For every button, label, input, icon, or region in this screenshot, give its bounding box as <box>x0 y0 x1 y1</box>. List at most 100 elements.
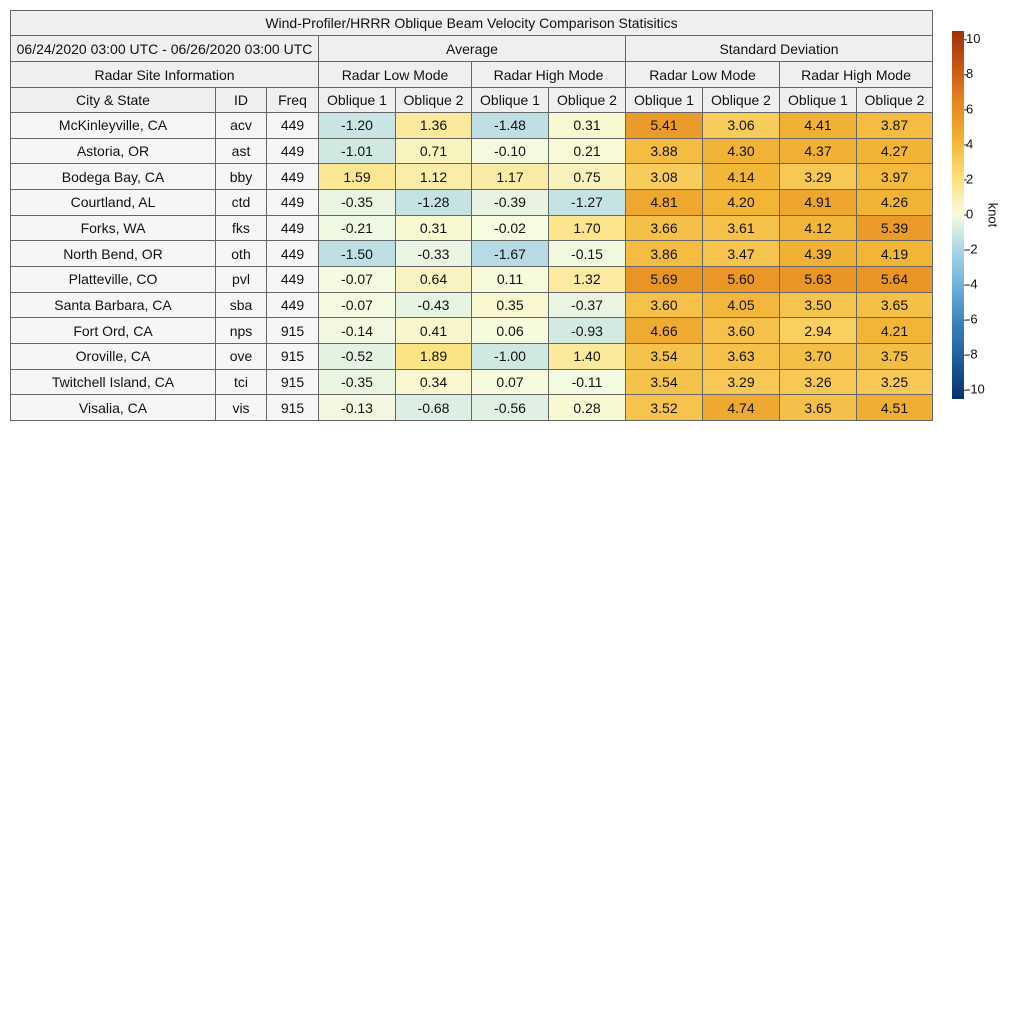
site-freq: 915 <box>266 343 319 370</box>
period: 06/24/2020 03:00 UTC - 06/26/2020 03:00 … <box>10 35 319 62</box>
value-cell: 4.37 <box>779 137 857 165</box>
value-cell: 3.97 <box>856 163 933 190</box>
value-cell: -0.21 <box>318 214 396 242</box>
site-freq: 449 <box>266 112 319 139</box>
colorbar-tick-label: 4 <box>966 136 973 151</box>
site-freq: 915 <box>266 368 319 396</box>
value-cell: -0.37 <box>548 291 626 319</box>
value-cell: 3.86 <box>625 240 703 267</box>
value-cell: 0.41 <box>395 317 472 344</box>
value-cell: 4.51 <box>856 394 933 421</box>
value-cell: 1.89 <box>395 343 472 370</box>
value-cell: 1.12 <box>395 163 472 190</box>
site-name: Santa Barbara, CA <box>10 291 216 319</box>
site-id: sba <box>215 291 267 319</box>
site-name: Astoria, OR <box>10 137 216 165</box>
site-name: Twitchell Island, CA <box>10 368 216 396</box>
value-cell: -0.07 <box>318 291 396 319</box>
site-name: Courtland, AL <box>10 189 216 216</box>
value-cell: 4.66 <box>625 317 703 344</box>
site-freq: 449 <box>266 291 319 319</box>
value-cell: -0.39 <box>471 189 549 216</box>
site-id: bby <box>215 163 267 190</box>
site-freq: 449 <box>266 214 319 242</box>
value-cell: 4.19 <box>856 240 933 267</box>
value-cell: 0.31 <box>548 112 626 139</box>
value-cell: 3.60 <box>625 291 703 319</box>
site-name: Oroville, CA <box>10 343 216 370</box>
site-id: tci <box>215 368 267 396</box>
site-name: Forks, WA <box>10 214 216 242</box>
value-cell: 3.54 <box>625 343 703 370</box>
colorbar-bar <box>952 31 964 399</box>
colorbar-tick-label: 0 <box>966 206 973 221</box>
value-cell: 0.35 <box>471 291 549 319</box>
column-header: City & State <box>10 87 216 113</box>
value-cell: -1.01 <box>318 137 396 165</box>
value-cell: 3.65 <box>779 394 857 421</box>
site-freq: 915 <box>266 394 319 421</box>
value-cell: 0.28 <box>548 394 626 421</box>
value-cell: 5.63 <box>779 266 857 293</box>
value-cell: 4.41 <box>779 112 857 139</box>
column-header: Oblique 1 <box>471 87 549 113</box>
value-cell: -0.11 <box>548 368 626 396</box>
value-cell: -0.43 <box>395 291 472 319</box>
value-cell: 1.32 <box>548 266 626 293</box>
value-cell: 3.29 <box>779 163 857 190</box>
site-header: Radar Site Information <box>10 61 319 88</box>
value-cell: 4.30 <box>702 137 780 165</box>
value-cell: -0.35 <box>318 189 396 216</box>
colorbar-tick-label: -6 <box>966 312 978 327</box>
colorbar-tick-label: 8 <box>966 66 973 81</box>
value-cell: 3.50 <box>779 291 857 319</box>
site-freq: 449 <box>266 137 319 165</box>
column-header: Oblique 2 <box>702 87 780 113</box>
value-cell: 1.59 <box>318 163 396 190</box>
colorbar-tick-label: -10 <box>966 382 985 397</box>
site-id: nps <box>215 317 267 344</box>
colorbar-tick-label: -4 <box>966 277 978 292</box>
value-cell: 5.41 <box>625 112 703 139</box>
value-cell: 3.60 <box>702 317 780 344</box>
site-name: Visalia, CA <box>10 394 216 421</box>
site-id: ove <box>215 343 267 370</box>
column-header: Oblique 2 <box>548 87 626 113</box>
site-name: North Bend, OR <box>10 240 216 267</box>
value-cell: 3.26 <box>779 368 857 396</box>
site-freq: 449 <box>266 240 319 267</box>
site-id: vis <box>215 394 267 421</box>
value-cell: 2.94 <box>779 317 857 344</box>
value-cell: 3.75 <box>856 343 933 370</box>
value-cell: 4.27 <box>856 137 933 165</box>
column-header: Oblique 1 <box>625 87 703 113</box>
value-cell: 0.06 <box>471 317 549 344</box>
value-cell: 0.75 <box>548 163 626 190</box>
site-freq: 449 <box>266 189 319 216</box>
colorbar-tick-label: 10 <box>966 31 980 46</box>
value-cell: 1.40 <box>548 343 626 370</box>
site-name: McKinleyville, CA <box>10 112 216 139</box>
site-freq: 915 <box>266 317 319 344</box>
value-cell: 4.91 <box>779 189 857 216</box>
value-cell: 4.21 <box>856 317 933 344</box>
value-cell: 3.06 <box>702 112 780 139</box>
value-cell: -1.27 <box>548 189 626 216</box>
value-cell: -0.15 <box>548 240 626 267</box>
value-cell: 3.63 <box>702 343 780 370</box>
value-cell: -1.00 <box>471 343 549 370</box>
value-cell: 5.69 <box>625 266 703 293</box>
site-freq: 449 <box>266 163 319 190</box>
colorbar: -10 -8 -6 -4 -2 0 2 4 6 8 10 knot <box>952 31 1001 399</box>
value-cell: -0.68 <box>395 394 472 421</box>
value-cell: -0.14 <box>318 317 396 344</box>
value-cell: 1.17 <box>471 163 549 190</box>
value-cell: 3.08 <box>625 163 703 190</box>
value-cell: 3.25 <box>856 368 933 396</box>
site-name: Bodega Bay, CA <box>10 163 216 190</box>
site-id: acv <box>215 112 267 139</box>
value-cell: 0.71 <box>395 137 472 165</box>
value-cell: -0.33 <box>395 240 472 267</box>
value-cell: -0.93 <box>548 317 626 344</box>
value-cell: -0.13 <box>318 394 396 421</box>
